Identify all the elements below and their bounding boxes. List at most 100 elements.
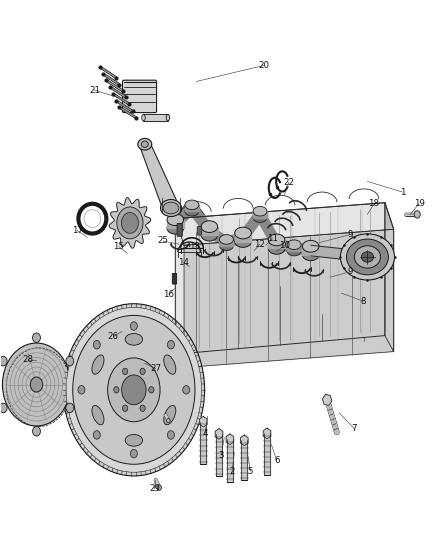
Circle shape — [66, 308, 201, 472]
Polygon shape — [215, 429, 223, 439]
Text: 20: 20 — [258, 61, 269, 70]
Circle shape — [414, 211, 420, 218]
Polygon shape — [240, 435, 248, 446]
FancyBboxPatch shape — [172, 273, 177, 284]
Ellipse shape — [164, 406, 176, 425]
Polygon shape — [219, 239, 233, 246]
Ellipse shape — [138, 139, 152, 150]
Ellipse shape — [142, 115, 145, 121]
Text: 1: 1 — [399, 188, 405, 197]
Ellipse shape — [344, 251, 356, 259]
Ellipse shape — [166, 115, 170, 121]
Polygon shape — [253, 211, 267, 217]
Circle shape — [66, 403, 74, 413]
Polygon shape — [175, 203, 394, 245]
Polygon shape — [167, 220, 184, 228]
Circle shape — [3, 343, 71, 426]
Circle shape — [32, 333, 40, 343]
Text: 17: 17 — [71, 226, 83, 235]
Text: 8: 8 — [360, 296, 366, 305]
Text: 25: 25 — [158, 237, 169, 246]
Ellipse shape — [219, 241, 233, 251]
Polygon shape — [322, 394, 332, 406]
FancyBboxPatch shape — [197, 227, 201, 235]
Circle shape — [117, 207, 143, 239]
Circle shape — [0, 357, 7, 366]
Text: 27: 27 — [150, 364, 161, 373]
Polygon shape — [311, 245, 350, 260]
Text: 9: 9 — [347, 268, 353, 276]
Polygon shape — [199, 416, 207, 427]
Text: 14: 14 — [178, 258, 189, 266]
Text: 5: 5 — [247, 467, 253, 475]
Polygon shape — [235, 233, 251, 241]
Circle shape — [73, 316, 195, 464]
Circle shape — [140, 368, 145, 375]
Polygon shape — [216, 434, 222, 477]
Circle shape — [114, 386, 119, 393]
Polygon shape — [287, 245, 301, 251]
Ellipse shape — [219, 235, 233, 244]
Circle shape — [157, 485, 161, 490]
Text: 6: 6 — [274, 456, 279, 465]
Polygon shape — [201, 227, 218, 235]
Ellipse shape — [287, 240, 301, 249]
Ellipse shape — [235, 227, 251, 239]
Text: 4: 4 — [202, 430, 208, 439]
Text: 28: 28 — [22, 355, 33, 364]
Text: 22: 22 — [283, 178, 294, 187]
Circle shape — [32, 426, 40, 436]
Text: 13: 13 — [190, 242, 201, 251]
Circle shape — [167, 431, 174, 439]
Ellipse shape — [287, 246, 301, 256]
Circle shape — [63, 304, 205, 476]
Ellipse shape — [235, 236, 251, 247]
FancyBboxPatch shape — [177, 223, 182, 236]
Text: 21: 21 — [89, 85, 100, 94]
Ellipse shape — [125, 334, 143, 345]
Ellipse shape — [167, 214, 184, 225]
Ellipse shape — [167, 222, 184, 234]
Text: 10: 10 — [279, 241, 290, 250]
Ellipse shape — [201, 229, 218, 241]
Circle shape — [30, 377, 42, 392]
Polygon shape — [227, 439, 233, 482]
Circle shape — [121, 213, 138, 233]
Circle shape — [93, 431, 100, 439]
Polygon shape — [144, 115, 168, 121]
Polygon shape — [241, 440, 247, 480]
Circle shape — [78, 385, 85, 394]
Polygon shape — [264, 433, 270, 475]
FancyBboxPatch shape — [123, 80, 156, 112]
Polygon shape — [302, 246, 319, 255]
Text: 16: 16 — [163, 289, 174, 298]
Ellipse shape — [160, 199, 181, 216]
Ellipse shape — [302, 240, 319, 252]
Text: 26: 26 — [108, 332, 119, 341]
Circle shape — [131, 322, 138, 330]
Polygon shape — [175, 203, 385, 354]
Ellipse shape — [92, 355, 104, 374]
Polygon shape — [385, 203, 394, 352]
Circle shape — [183, 385, 190, 394]
Text: 15: 15 — [113, 242, 124, 251]
Polygon shape — [263, 428, 271, 439]
Ellipse shape — [185, 206, 199, 216]
Polygon shape — [109, 198, 151, 248]
Text: 3: 3 — [219, 451, 224, 460]
Polygon shape — [184, 229, 394, 368]
Circle shape — [149, 386, 154, 393]
Ellipse shape — [361, 252, 374, 262]
Circle shape — [131, 449, 138, 458]
Ellipse shape — [268, 243, 285, 254]
Text: 29: 29 — [149, 484, 160, 493]
Text: 9: 9 — [347, 230, 353, 239]
Polygon shape — [268, 240, 285, 248]
Ellipse shape — [125, 434, 143, 446]
Circle shape — [122, 375, 146, 405]
Ellipse shape — [346, 239, 389, 275]
Ellipse shape — [141, 141, 148, 148]
Ellipse shape — [253, 206, 267, 216]
Ellipse shape — [92, 406, 104, 425]
Text: 18: 18 — [368, 199, 379, 208]
